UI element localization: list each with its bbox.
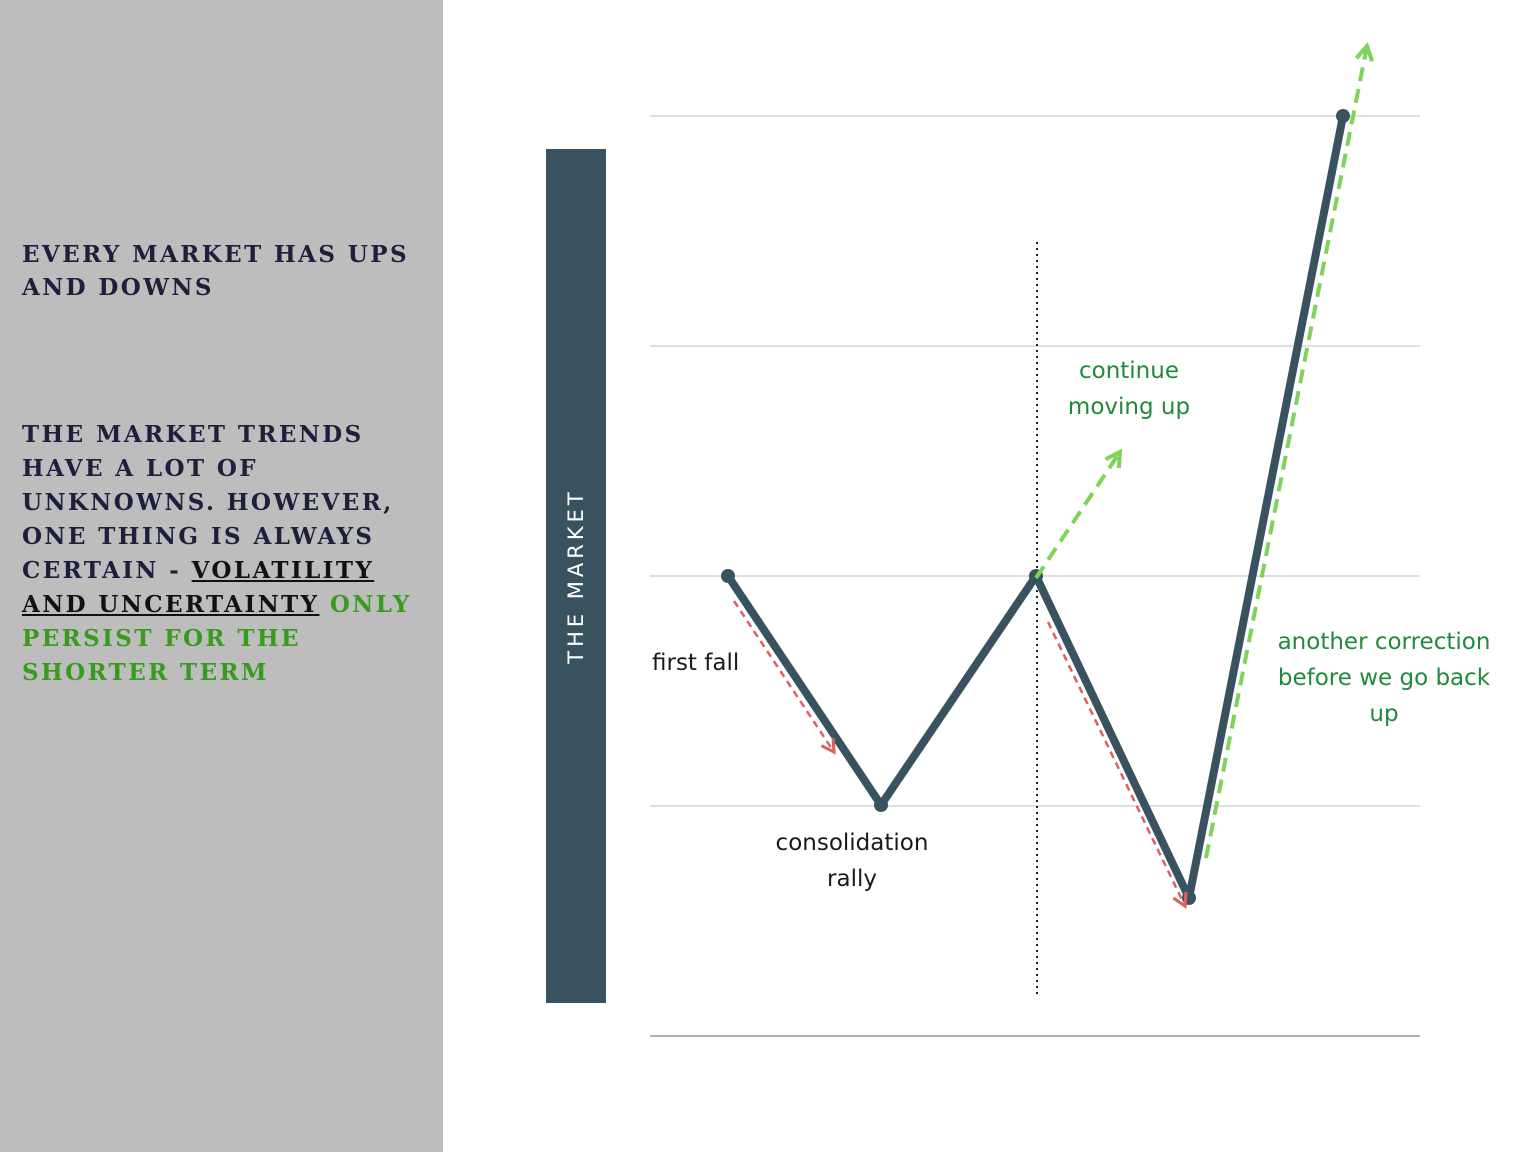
label-continue-moving-up: continue moving up: [1039, 353, 1219, 425]
sidebar: EVERY MARKET HAS UPS AND DOWNS THE MARKE…: [0, 0, 443, 1152]
label-line: rally: [827, 866, 877, 892]
point-marker: [1336, 109, 1350, 123]
label-first-fall-text: first fall: [652, 650, 740, 676]
label-line: moving up: [1067, 394, 1191, 420]
label-line: continue: [1078, 358, 1179, 384]
heading-text: THE MARKET TRENDS HAVE A LOT OF UNKNOWNS…: [22, 421, 394, 584]
label-line: consolidation: [775, 830, 929, 856]
label-line: up: [1369, 701, 1399, 727]
down-arrow-correction: [1046, 621, 1188, 909]
heading-market-trends: THE MARKET TRENDS HAVE A LOT OF UNKNOWNS…: [22, 418, 422, 690]
heading-ups-downs: EVERY MARKET HAS UPS AND DOWNS: [22, 241, 409, 301]
up-arrow-continue: [1034, 448, 1123, 580]
heading-underlined: VOLATILITY AND UNCERTAINTY: [22, 557, 375, 618]
label-another-correction: another correction before we go back up: [1264, 624, 1504, 732]
point-marker: [721, 569, 735, 583]
down-arrow-first-fall: [732, 600, 836, 755]
label-consolidation-rally: consolidation rally: [752, 825, 952, 897]
axis-bar: [546, 149, 606, 1003]
label-line: another correction: [1277, 629, 1491, 655]
label-line: before we go back: [1277, 665, 1491, 691]
label-first-fall: first fall: [652, 645, 739, 681]
up-arrow-recovery: [1204, 42, 1375, 859]
heading-green: ONLY PERSIST FOR THE SHORTER TERM: [22, 591, 412, 686]
market-line: [724, 112, 1347, 902]
point-marker: [874, 798, 888, 812]
